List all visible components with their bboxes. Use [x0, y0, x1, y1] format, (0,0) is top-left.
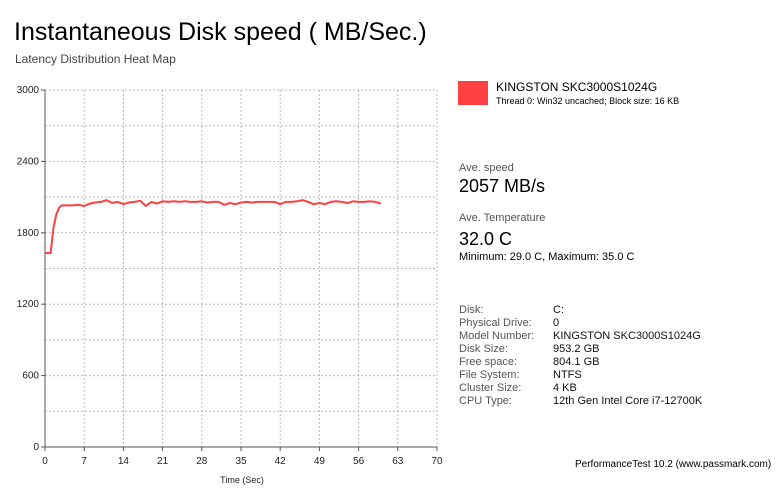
chart-grid — [45, 89, 438, 447]
x-tick-label: 35 — [235, 456, 247, 467]
disk-info-table: Disk: C: Physical Drive: 0 Model Number: KI… — [459, 304, 702, 408]
info-row: Free space: 804.1 GB — [459, 356, 702, 369]
info-row: Disk: C: — [459, 304, 702, 317]
legend-series-name: KINGSTON SKC3000S1024G — [496, 80, 658, 94]
y-tick-label: 1800 — [17, 228, 40, 239]
info-row: Disk Size: 953.2 GB — [459, 343, 702, 356]
chart-title: Instantaneous Disk speed ( MB/Sec.) — [14, 18, 427, 46]
x-tick-label: 7 — [81, 456, 87, 467]
disk-speed-chart: 0 600 1200 1800 2400 3000 0 7 14 21 28 35 42 49 56 63 7… — [17, 85, 443, 485]
y-tick-label: 0 — [33, 442, 39, 453]
y-tick-label: 2400 — [17, 156, 40, 167]
x-axis-ticks: 0 7 14 21 28 35 42 49 56 63 70 — [42, 447, 443, 467]
info-label: Model Number: — [459, 330, 535, 342]
chart-subtitle: Latency Distribution Heat Map — [15, 52, 176, 66]
y-axis-ticks: 0 600 1200 1800 2400 3000 — [17, 85, 45, 453]
info-row: Model Number: KINGSTON SKC3000S1024G — [459, 330, 702, 343]
temperature-min-max: Minimum: 29.0 C, Maximum: 35.0 C — [459, 251, 635, 263]
footer-credit: PerformanceTest 10.2 (www.passmark.com) — [575, 459, 772, 470]
info-row: CPU Type: 12th Gen Intel Core i7-12700K — [459, 395, 702, 408]
ave-speed-value: 2057 MB/s — [459, 176, 546, 196]
y-tick-label: 3000 — [17, 85, 40, 96]
info-label: Cluster Size: — [459, 382, 522, 394]
info-label: Disk: — [459, 304, 484, 316]
info-label: Free space: — [459, 356, 518, 368]
info-value: NTFS — [553, 369, 582, 381]
x-tick-label: 0 — [42, 456, 48, 467]
info-value: KINGSTON SKC3000S1024G — [553, 330, 701, 342]
y-tick-label: 1200 — [17, 299, 40, 310]
x-tick-label: 63 — [392, 456, 404, 467]
ave-temperature-value: 32.0 C — [459, 229, 513, 249]
x-tick-label: 70 — [431, 456, 443, 467]
info-value: 4 KB — [553, 382, 577, 394]
ave-speed-label: Ave. speed — [459, 162, 514, 174]
x-tick-label: 21 — [157, 456, 169, 467]
info-value: 12th Gen Intel Core i7-12700K — [553, 395, 703, 407]
x-tick-label: 56 — [353, 456, 365, 467]
legend-color-swatch — [458, 81, 488, 105]
x-tick-label: 42 — [275, 456, 287, 467]
chart-series — [45, 199, 382, 254]
info-value: 804.1 GB — [553, 356, 600, 368]
info-label: CPU Type: — [459, 395, 512, 407]
info-label: File System: — [459, 369, 520, 381]
x-tick-label: 28 — [196, 456, 208, 467]
info-row: File System: NTFS — [459, 369, 702, 382]
x-tick-label: 49 — [314, 456, 326, 467]
info-label: Physical Drive: — [459, 317, 532, 329]
info-label: Disk Size: — [459, 343, 508, 355]
ave-temperature-label: Ave. Temperature — [459, 212, 546, 224]
legend-series-detail: Thread 0: Win32 uncached; Block size: 16… — [496, 96, 680, 106]
info-row: Physical Drive: 0 — [459, 317, 702, 330]
y-tick-label: 600 — [22, 371, 39, 382]
x-tick-label: 14 — [118, 456, 130, 467]
series-line — [45, 199, 382, 254]
x-axis-label: Time (Sec) — [220, 475, 264, 485]
info-row: Cluster Size: 4 KB — [459, 382, 702, 395]
info-value: 0 — [553, 317, 560, 329]
info-value: C: — [553, 304, 564, 316]
info-value: 953.2 GB — [553, 343, 600, 355]
